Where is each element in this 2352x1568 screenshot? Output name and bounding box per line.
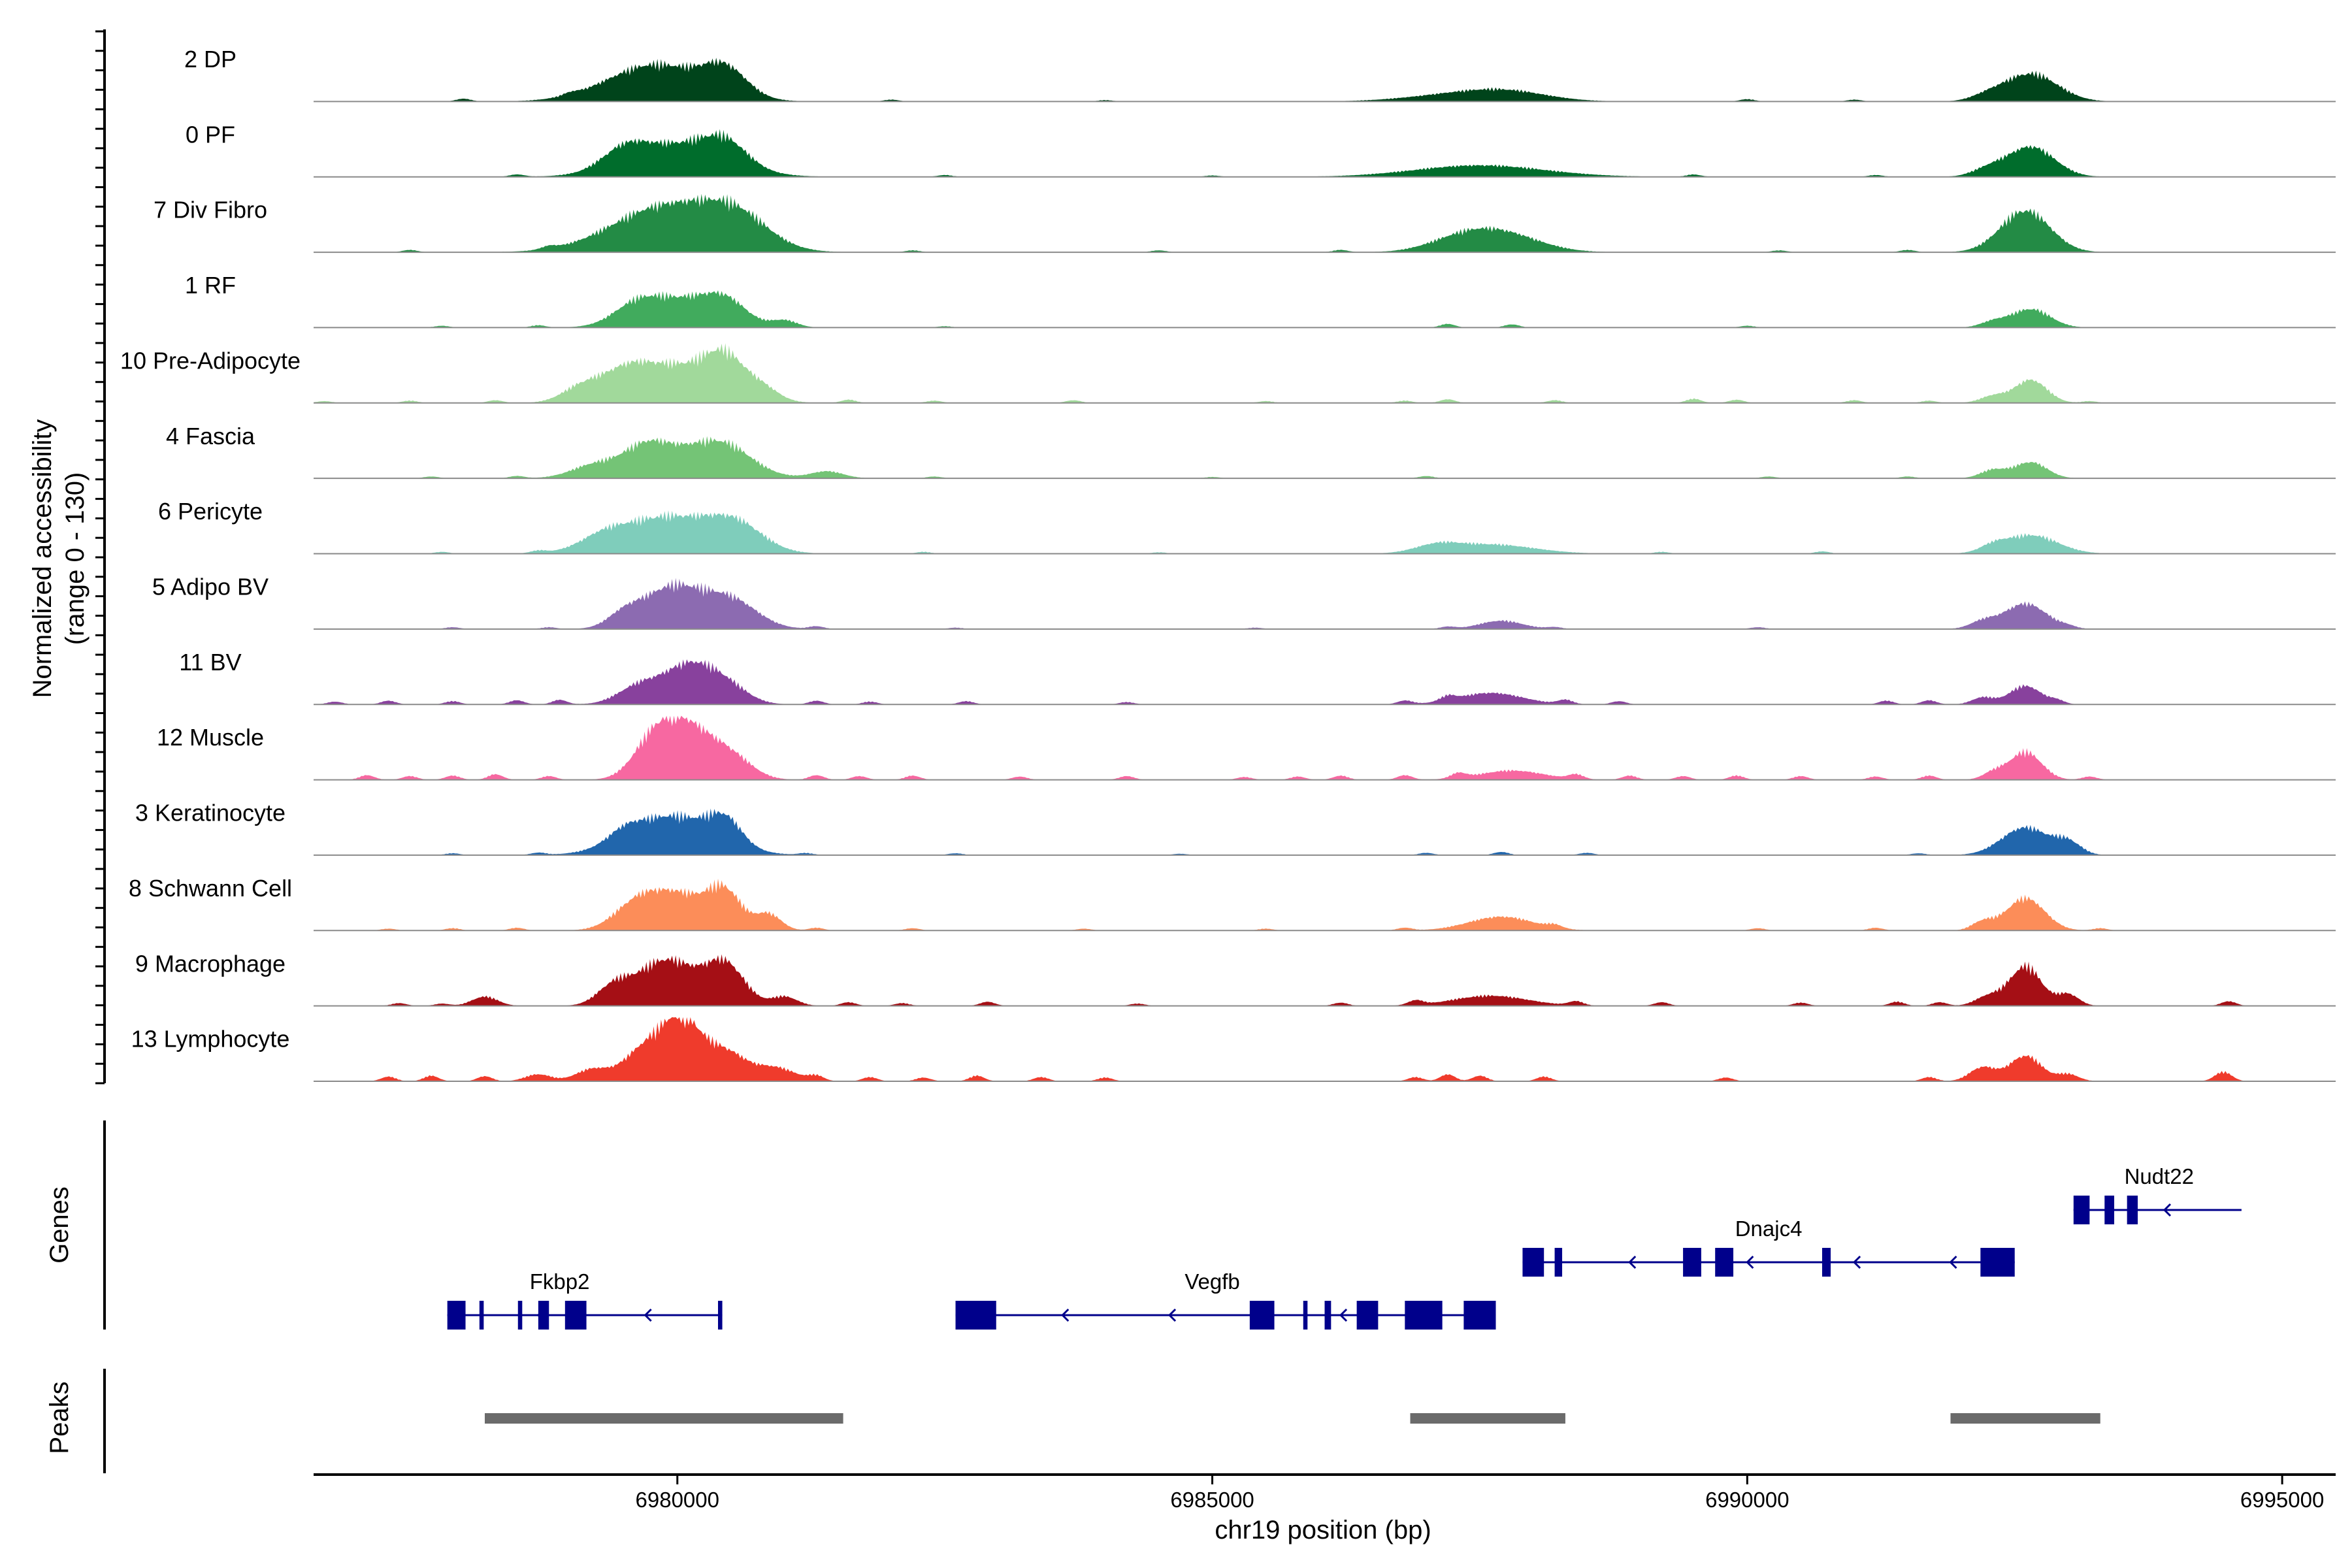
- coverage-area: [314, 510, 2336, 554]
- coverage-area: [314, 129, 2336, 177]
- coverage-track: 5 Adipo BV: [152, 574, 2336, 630]
- gene-exon: [1405, 1301, 1443, 1330]
- gene-name-label: Vegfb: [1184, 1269, 1239, 1294]
- coverage-track: 8 Schwann Cell: [129, 875, 2336, 932]
- strand-arrow: [1339, 1308, 1348, 1322]
- coverage-area: [314, 343, 2336, 403]
- track-label: 2 DP: [184, 46, 237, 73]
- coverage-area: [314, 193, 2336, 253]
- coverage-track: 4 Fascia: [166, 423, 2336, 480]
- gene-exon: [2127, 1196, 2138, 1224]
- gene-model: Vegfb: [955, 1269, 1496, 1330]
- gene-exon: [2104, 1196, 2115, 1224]
- track-label: 9 Macrophage: [135, 950, 286, 977]
- axes: Normalized accessibility (range 0 - 130)…: [28, 29, 2336, 1544]
- gene-name-label: Fkbp2: [530, 1269, 590, 1294]
- gene-name-label: Nudt22: [2125, 1164, 2194, 1188]
- track-label: 4 Fascia: [166, 423, 255, 449]
- coverage-track: 3 Keratinocyte: [135, 800, 2336, 856]
- coverage-area: [314, 878, 2336, 931]
- coverage-area: [314, 290, 2336, 328]
- gene-exon: [1356, 1301, 1379, 1330]
- peak-region-bar: [1950, 1413, 2100, 1424]
- strand-arrow: [1168, 1308, 1177, 1322]
- gene-exon: [564, 1301, 587, 1330]
- coverage-area: [314, 659, 2336, 705]
- coverage-track: 6 Pericyte: [158, 498, 2336, 555]
- gene-exon: [1715, 1248, 1734, 1277]
- gene-exon: [479, 1301, 484, 1330]
- gene-exon: [718, 1301, 723, 1330]
- gene-model: Dnajc4: [1522, 1217, 2015, 1277]
- strand-arrow: [2163, 1203, 2172, 1217]
- gene-exon: [1821, 1248, 1831, 1277]
- y-axis-label: Normalized accessibility: [28, 419, 57, 698]
- coverage-area: [314, 1017, 2336, 1081]
- x-axis-label: chr19 position (bp): [1215, 1516, 1431, 1544]
- peaks-panel-label: Peaks: [45, 1381, 74, 1454]
- peak-region-bar: [485, 1413, 843, 1424]
- track-label: 13 Lymphocyte: [131, 1026, 290, 1053]
- track-label: 8 Schwann Cell: [129, 875, 292, 902]
- gene-exon: [1980, 1248, 2015, 1277]
- gene-exon: [1249, 1301, 1275, 1330]
- coverage-tracks: 2 DP 0 PF 7 Div Fibro 1 RF 10 Pre-Adipocyte 4…: [120, 46, 2336, 1082]
- coverage-track: 13 Lymphocyte: [131, 1017, 2336, 1082]
- coverage-track: 0 PF: [186, 121, 2336, 178]
- track-label: 1 RF: [185, 272, 236, 299]
- track-label: 0 PF: [186, 121, 235, 148]
- gene-exon: [1522, 1248, 1544, 1277]
- coverage-area: [314, 436, 2336, 479]
- coverage-area: [314, 578, 2336, 629]
- gene-exon: [1554, 1248, 1563, 1277]
- track-label: 6 Pericyte: [158, 498, 263, 525]
- coverage-area: [314, 715, 2336, 780]
- x-tick-label: 6995000: [2240, 1488, 2324, 1512]
- strand-arrow: [644, 1308, 652, 1322]
- x-tick-label: 6980000: [636, 1488, 719, 1512]
- gene-exon: [1683, 1248, 1701, 1277]
- strand-arrow: [1949, 1255, 1957, 1269]
- gene-annotation-panel: Fkbp2 Vegfb Dnajc4 Nudt22: [447, 1164, 2242, 1330]
- gene-exon: [2073, 1196, 2090, 1224]
- gene-model: Nudt22: [2073, 1164, 2242, 1224]
- coverage-track: 11 BV: [179, 649, 2336, 706]
- strand-arrow: [1628, 1255, 1637, 1269]
- track-label: 5 Adipo BV: [152, 574, 269, 600]
- track-label: 7 Div Fibro: [154, 197, 267, 223]
- peak-region-bar: [1410, 1413, 1565, 1424]
- x-tick-label: 6990000: [1705, 1488, 1789, 1512]
- gene-model: Fkbp2: [447, 1269, 723, 1330]
- strand-arrow: [1852, 1255, 1861, 1269]
- coverage-track: 10 Pre-Adipocyte: [120, 343, 2336, 404]
- coverage-track: 1 RF: [185, 272, 2336, 329]
- strand-arrow: [1061, 1308, 1070, 1322]
- coverage-track: 2 DP: [184, 46, 2336, 103]
- gene-exon: [955, 1301, 996, 1330]
- coverage-track: 12 Muscle: [157, 715, 2336, 781]
- coverage-track: 7 Div Fibro: [154, 193, 2336, 253]
- peak-regions-panel: [485, 1413, 2100, 1424]
- y-axis-label-range: (range 0 - 130): [61, 472, 90, 645]
- gene-exon: [538, 1301, 549, 1330]
- gene-exon: [1324, 1301, 1331, 1330]
- coverage-track: 9 Macrophage: [135, 950, 2336, 1007]
- gene-exon: [447, 1301, 466, 1330]
- coverage-area: [314, 57, 2336, 102]
- coverage-area: [314, 808, 2336, 855]
- gene-exon: [1463, 1301, 1496, 1330]
- gene-exon: [1303, 1301, 1308, 1330]
- track-label: 12 Muscle: [157, 724, 264, 751]
- coverage-area: [314, 954, 2336, 1006]
- track-label: 10 Pre-Adipocyte: [120, 347, 301, 374]
- track-label: 3 Keratinocyte: [135, 800, 286, 826]
- track-label: 11 BV: [179, 649, 241, 676]
- gene-name-label: Dnajc4: [1735, 1217, 1803, 1241]
- strand-arrow: [1746, 1255, 1754, 1269]
- x-tick-label: 6985000: [1170, 1488, 1254, 1512]
- gene-exon: [517, 1301, 523, 1330]
- genes-panel-label: Genes: [45, 1186, 74, 1264]
